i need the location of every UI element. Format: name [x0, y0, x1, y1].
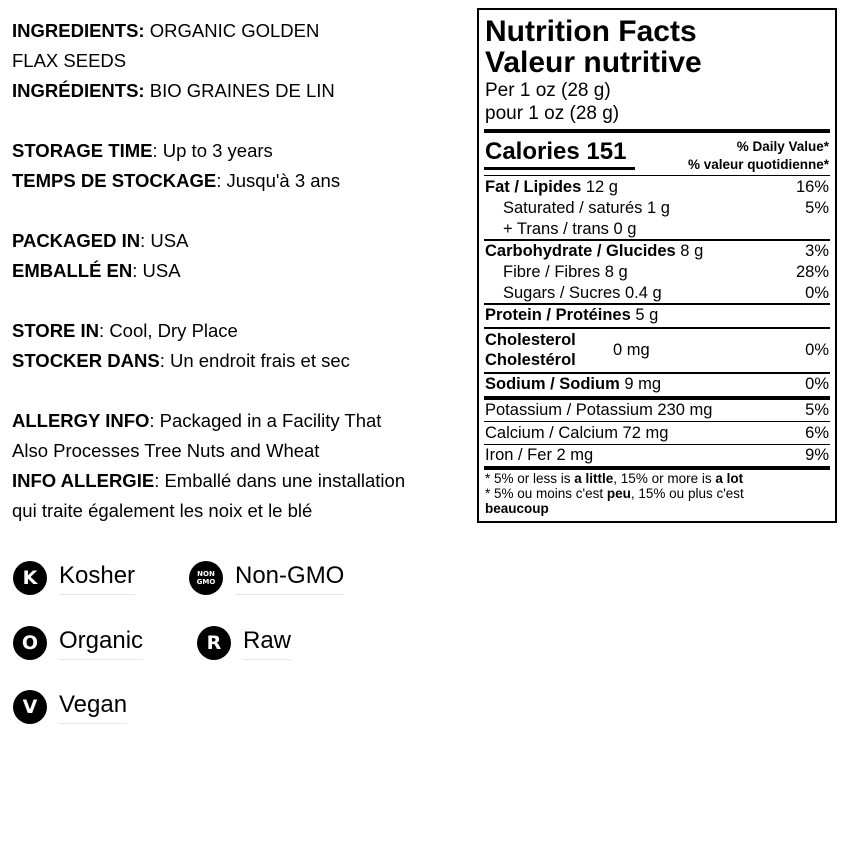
vegan-icon: V [13, 690, 47, 724]
badge-vegan: V Vegan [13, 690, 128, 724]
divider [484, 396, 830, 400]
divider [484, 129, 830, 133]
divider [484, 175, 830, 176]
info-line: STOCKER DANS: Un endroit frais et sec [12, 350, 350, 371]
daily-value-fr: % valeur quotidienne* [687, 157, 829, 172]
daily-value-en: % Daily Value* [736, 139, 829, 154]
row-saturated: Saturated / saturés 1 g 5% [503, 199, 829, 217]
divider [484, 167, 635, 170]
row-sugars: Sugars / Sucres 0.4 g 0% [503, 284, 829, 302]
divider [484, 421, 830, 422]
info-line: PACKAGED IN: USA [12, 230, 189, 251]
badge-raw: R Raw [197, 626, 292, 660]
divider [484, 303, 830, 305]
info-line: Also Processes Tree Nuts and Wheat [12, 440, 320, 461]
badge-kosher: K Kosher [13, 561, 136, 595]
badge-non-gmo: NON GMO Non-GMO [189, 561, 345, 595]
info-line: EMBALLÉ EN: USA [12, 260, 181, 281]
serving-en: Per 1 oz (28 g) [485, 80, 611, 101]
info-line: TEMPS DE STOCKAGE: Jusqu'à 3 ans [12, 170, 341, 191]
info-line: qui traite également les noix et le blé [12, 500, 313, 521]
row-sodium: Sodium / Sodium 9 mg 0% [485, 375, 829, 393]
serving-fr: pour 1 oz (28 g) [485, 103, 620, 124]
info-line: ALLERGY INFO: Packaged in a Facility Tha… [12, 410, 382, 431]
row-cholesterol: Cholesterol Cholestérol 0 mg 0% [485, 331, 829, 369]
kosher-icon: K [13, 561, 47, 595]
nf-title-en: Nutrition Facts [485, 15, 697, 48]
footnote: * 5% or less is a little, 15% or more is… [485, 471, 744, 516]
nf-title-fr: Valeur nutritive [485, 46, 702, 79]
divider [484, 372, 830, 374]
divider [484, 466, 830, 470]
organic-icon: O [13, 626, 47, 660]
info-line: INGREDIENTS: ORGANIC GOLDEN [12, 20, 320, 41]
info-line: INFO ALLERGIE: Emballé dans une installa… [12, 470, 406, 491]
info-line: STORE IN: Cool, Dry Place [12, 320, 238, 341]
row-protein: Protein / Protéines 5 g [485, 306, 659, 324]
row-trans: + Trans / trans 0 g [503, 220, 637, 238]
nutrition-facts-table: Nutrition Facts Valeur nutritive Per 1 o… [477, 8, 837, 523]
raw-icon: R [197, 626, 231, 660]
non-gmo-icon: NON GMO [189, 561, 223, 595]
row-calcium: Calcium / Calcium 72 mg 6% [485, 424, 829, 442]
divider [484, 444, 830, 445]
row-fat: Fat / Lipides 12 g 16% [485, 178, 829, 196]
calories: Calories 151 [485, 138, 627, 165]
row-potassium: Potassium / Potassium 230 mg 5% [485, 401, 829, 419]
info-line: INGRÉDIENTS: BIO GRAINES DE LIN [12, 80, 335, 101]
row-iron: Iron / Fer 2 mg 9% [485, 446, 829, 464]
info-line: FLAX SEEDS [12, 50, 127, 71]
row-carbohydrate: Carbohydrate / Glucides 8 g 3% [485, 242, 829, 260]
divider [484, 327, 830, 329]
divider [484, 239, 830, 241]
info-line: STORAGE TIME: Up to 3 years [12, 140, 273, 161]
row-fibre: Fibre / Fibres 8 g 28% [503, 263, 829, 281]
badge-organic: O Organic [13, 626, 144, 660]
